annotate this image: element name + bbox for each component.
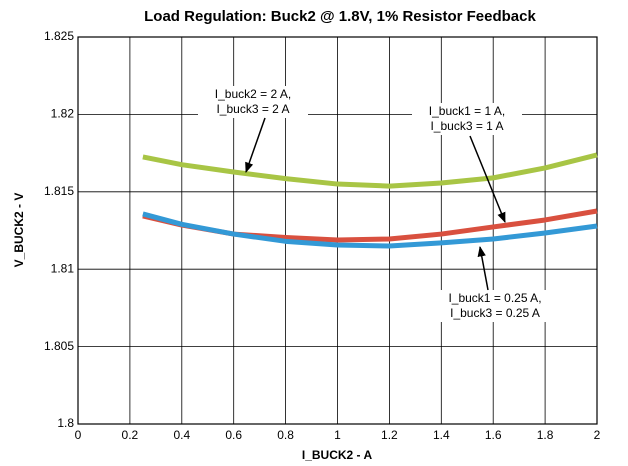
annotation-box	[412, 103, 522, 135]
annotation-arrow	[469, 135, 506, 223]
annotation-box	[198, 86, 308, 118]
annotation-text: I_buck3 = 1 A	[430, 119, 503, 133]
x-tick-label: 1.6	[485, 428, 502, 442]
x-tick-label: 0.2	[122, 428, 139, 442]
x-tick-label: 1	[334, 428, 341, 442]
series-line	[142, 211, 598, 249]
annotation-text: I_buck2 = 2 A,	[215, 87, 291, 101]
y-tick-label: 1.82	[51, 107, 75, 121]
y-tick-label: 1.825	[44, 29, 74, 43]
annotation-text: I_buck1 = 1 A,	[429, 104, 505, 118]
x-tick-label: 1.2	[381, 428, 398, 442]
y-axis-label: V_BUCK2 - V	[12, 193, 26, 268]
x-axis-label: I_BUCK2 - A	[302, 448, 373, 462]
y-tick-label: 1.81	[51, 261, 75, 275]
x-tick-label: 0	[75, 428, 82, 442]
annotation-arrow	[245, 117, 266, 173]
series-line	[142, 152, 598, 189]
x-tick-label: 1.8	[537, 428, 554, 442]
x-tick-label: 1.4	[433, 428, 450, 442]
x-tick-label: 0.8	[277, 428, 294, 442]
annotation-text: I_buck1 = 0.25 A,	[448, 291, 541, 305]
y-tick-label: 1.815	[44, 184, 74, 198]
y-tick-label: 1.8	[57, 416, 74, 430]
annotation-box	[432, 290, 558, 322]
plot-frame	[77, 36, 598, 425]
annotation-text: I_buck3 = 2 A	[216, 102, 289, 116]
annotation-text: I_buck3 = 0.25 A	[450, 306, 540, 320]
chart-title: Load Regulation: Buck2 @ 1.8V, 1% Resist…	[144, 8, 536, 25]
annotation-arrow	[477, 245, 489, 291]
y-tick-label: 1.805	[44, 339, 74, 353]
x-tick-label: 0.4	[173, 428, 190, 442]
x-tick-label: 2	[594, 428, 601, 442]
x-tick-label: 0.6	[225, 428, 242, 442]
